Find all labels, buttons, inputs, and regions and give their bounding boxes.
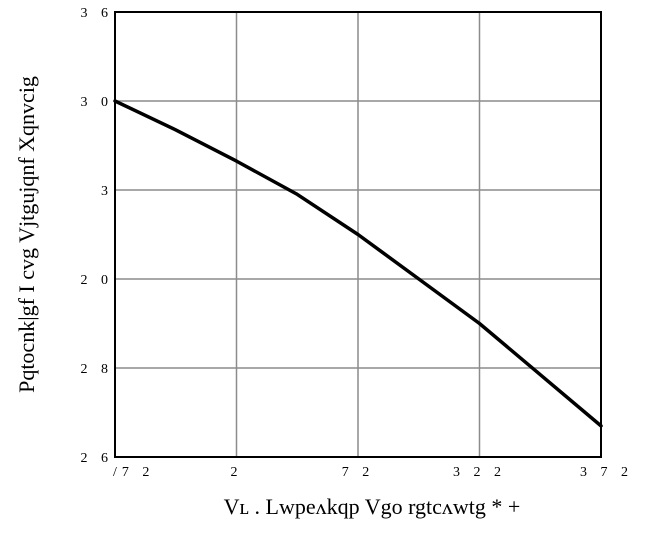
x-tick-label: 3 7 2	[580, 465, 633, 480]
x-tick-label: /7 2	[113, 465, 154, 480]
y-tick-label: 3 6	[81, 6, 114, 21]
x-tick-label: 3 2 2	[453, 465, 506, 480]
y-tick-label: 2 0	[81, 273, 114, 288]
grid	[115, 12, 601, 457]
y-tick-label: 3	[101, 184, 113, 199]
plot-frame	[114, 11, 602, 458]
y-axis-label: Pqtocnk|gf I cvg Vjtgujqnf Xqnvcig	[14, 76, 39, 393]
series-layer	[113, 99, 603, 428]
x-tick-label: 2	[231, 465, 243, 480]
x-tick-labels: /7 2 2 7 2 3 2 2 3 7 2	[113, 465, 633, 480]
x-tick-label: 7 2	[342, 465, 375, 480]
series-line	[113, 99, 603, 428]
y-tick-labels: 2 6 2 8 2 0 3 3 0 3 6	[81, 6, 114, 466]
y-tick-label: 2 8	[81, 362, 114, 377]
x-axis-label: Vʟ . Lwpeʌkqp Vgo rgtcʌwtg * +	[224, 494, 521, 519]
y-tick-label: 3 0	[81, 95, 114, 110]
y-tick-label: 2 6	[81, 451, 114, 466]
